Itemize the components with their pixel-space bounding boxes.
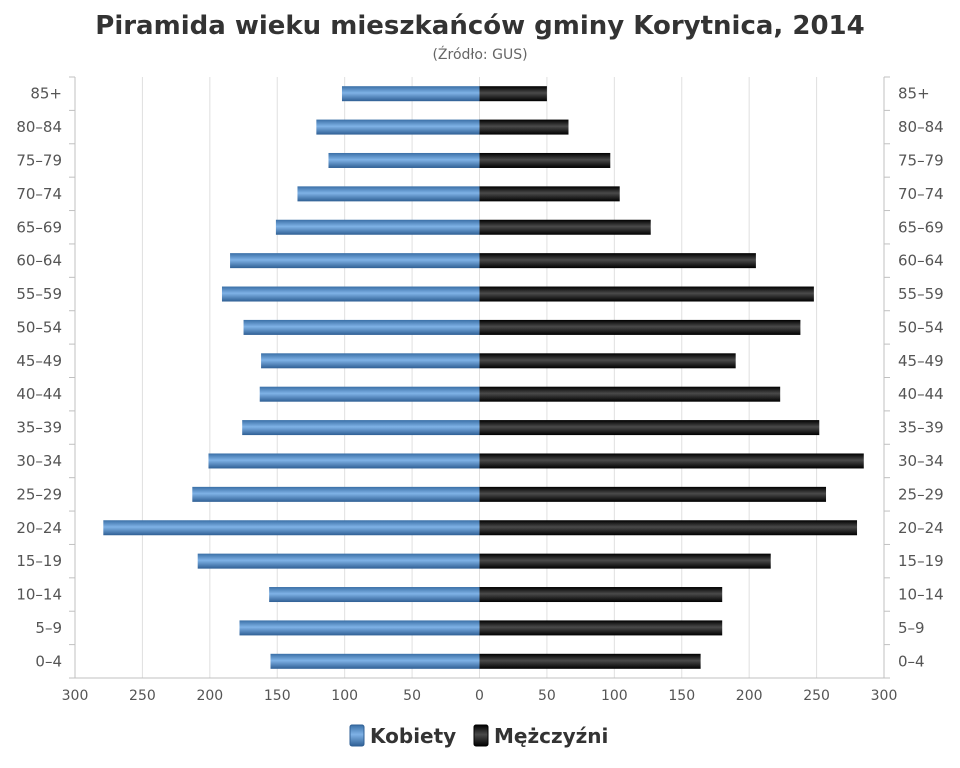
y-tick-right-55-59: 55–59 — [898, 285, 944, 303]
y-tick-left-60-64: 60–64 — [16, 252, 62, 270]
legend-label-kobiety[interactable]: Kobiety — [370, 724, 456, 748]
bar-kobiety-70-74[interactable] — [297, 186, 480, 202]
y-tick-right-10-14: 10–14 — [898, 586, 944, 604]
y-tick-right-5-9: 5–9 — [898, 619, 925, 637]
bar-mezczyzni-70-74[interactable] — [479, 186, 620, 202]
bar-mezczyzni-55-59[interactable] — [479, 286, 814, 302]
bar-kobiety-15-19[interactable] — [197, 553, 480, 569]
x-tick-labels: 300 250 200 150 100 50 0 50 100 150 200 250 300 — [62, 688, 898, 704]
bar-mezczyzni-10-14[interactable] — [479, 587, 723, 603]
y-tick-right-40-44: 40–44 — [898, 385, 944, 403]
bar-kobiety-65-69[interactable] — [275, 219, 480, 235]
legend-swatch-mezczyzni[interactable] — [473, 724, 489, 747]
y-tick-right-45-49: 45–49 — [898, 352, 944, 370]
bar-kobiety-60-64[interactable] — [230, 253, 480, 269]
x-tick-label: 100 — [601, 688, 628, 704]
y-tick-right-85+: 85+ — [898, 85, 930, 103]
bar-mezczyzni-35-39[interactable] — [479, 420, 820, 436]
y-tick-left-30-34: 30–34 — [16, 452, 62, 470]
bar-mezczyzni-5-9[interactable] — [479, 620, 723, 636]
y-tick-left-45-49: 45–49 — [16, 352, 62, 370]
x-tick-label: 50 — [538, 688, 556, 704]
y-tick-right-80-84: 80–84 — [898, 118, 944, 136]
bar-kobiety-40-44[interactable] — [259, 386, 480, 402]
y-tick-right-70-74: 70–74 — [898, 185, 944, 203]
legend: Kobiety Mężczyźni — [349, 724, 608, 748]
bar-kobiety-0-4[interactable] — [270, 653, 480, 669]
x-tick-label: 250 — [803, 688, 830, 704]
y-tick-right-60-64: 60–64 — [898, 252, 944, 270]
bar-mezczyzni-65-69[interactable] — [479, 219, 651, 235]
x-tick-label: 300 — [871, 688, 898, 704]
y-tick-left-40-44: 40–44 — [16, 385, 62, 403]
x-tick-label: 150 — [264, 688, 291, 704]
y-tick-left-10-14: 10–14 — [16, 586, 62, 604]
x-tick-label: 150 — [668, 688, 695, 704]
bars — [103, 86, 864, 669]
bar-mezczyzni-0-4[interactable] — [479, 653, 701, 669]
x-tick-label: 200 — [196, 688, 223, 704]
bar-kobiety-30-34[interactable] — [208, 453, 480, 469]
y-tick-right-30-34: 30–34 — [898, 452, 944, 470]
x-tick-label: 200 — [736, 688, 763, 704]
bar-kobiety-75-79[interactable] — [328, 152, 480, 168]
chart-subtitle: (Źródło: GUS) — [432, 45, 527, 63]
y-tick-left-70-74: 70–74 — [16, 185, 62, 203]
y-tick-left-0-4: 0–4 — [35, 652, 62, 670]
bar-kobiety-45-49[interactable] — [261, 353, 480, 369]
bar-kobiety-80-84[interactable] — [316, 119, 480, 135]
x-tick-label: 250 — [129, 688, 156, 704]
y-tick-right-75-79: 75–79 — [898, 151, 944, 169]
bar-mezczyzni-40-44[interactable] — [479, 386, 781, 402]
legend-label-mezczyzni[interactable]: Mężczyźni — [494, 724, 608, 748]
y-tick-left-5-9: 5–9 — [35, 619, 62, 637]
bar-mezczyzni-20-24[interactable] — [479, 520, 858, 536]
bar-kobiety-55-59[interactable] — [221, 286, 480, 302]
y-tick-right-15-19: 15–19 — [898, 552, 944, 570]
y-tick-labels: 0–4 0–4 5–9 5–9 10–14 10–14 15–19 15–19 20–24 20–… — [16, 85, 943, 671]
bar-mezczyzni-30-34[interactable] — [479, 453, 864, 469]
bar-kobiety-35-39[interactable] — [242, 420, 480, 436]
bar-kobiety-20-24[interactable] — [103, 520, 480, 536]
bar-mezczyzni-15-19[interactable] — [479, 553, 771, 569]
bar-kobiety-85+[interactable] — [341, 86, 480, 102]
bar-kobiety-50-54[interactable] — [243, 319, 480, 335]
y-tick-right-35-39: 35–39 — [898, 419, 944, 437]
y-tick-left-65-69: 65–69 — [16, 218, 62, 236]
legend-swatch-kobiety[interactable] — [349, 724, 365, 747]
x-tick-label: 0 — [475, 688, 484, 704]
bar-mezczyzni-60-64[interactable] — [479, 253, 756, 269]
bar-kobiety-10-14[interactable] — [269, 587, 480, 603]
chart-title: Piramida wieku mieszkańców gminy Korytni… — [95, 11, 864, 41]
bar-kobiety-5-9[interactable] — [239, 620, 480, 636]
y-tick-right-20-24: 20–24 — [898, 519, 944, 537]
bar-kobiety-25-29[interactable] — [192, 486, 480, 502]
y-tick-right-50-54: 50–54 — [898, 318, 944, 336]
y-tick-left-50-54: 50–54 — [16, 318, 62, 336]
y-tick-left-35-39: 35–39 — [16, 419, 62, 437]
y-tick-left-55-59: 55–59 — [16, 285, 62, 303]
y-tick-left-20-24: 20–24 — [16, 519, 62, 537]
y-tick-left-80-84: 80–84 — [16, 118, 62, 136]
x-tick-label: 300 — [62, 688, 89, 704]
bar-mezczyzni-80-84[interactable] — [479, 119, 569, 135]
y-tick-left-25-29: 25–29 — [16, 485, 62, 503]
y-tick-left-85+: 85+ — [30, 85, 62, 103]
bar-mezczyzni-85+[interactable] — [479, 86, 547, 102]
bar-mezczyzni-75-79[interactable] — [479, 152, 611, 168]
y-tick-right-65-69: 65–69 — [898, 218, 944, 236]
y-tick-left-15-19: 15–19 — [16, 552, 62, 570]
grid — [69, 76, 890, 679]
y-tick-right-0-4: 0–4 — [898, 652, 925, 670]
bar-mezczyzni-45-49[interactable] — [479, 353, 736, 369]
y-tick-right-25-29: 25–29 — [898, 485, 944, 503]
y-tick-left-75-79: 75–79 — [16, 151, 62, 169]
bar-mezczyzni-25-29[interactable] — [479, 486, 827, 502]
x-tick-label: 100 — [331, 688, 358, 704]
x-tick-label: 50 — [403, 688, 421, 704]
bar-mezczyzni-50-54[interactable] — [479, 319, 801, 335]
